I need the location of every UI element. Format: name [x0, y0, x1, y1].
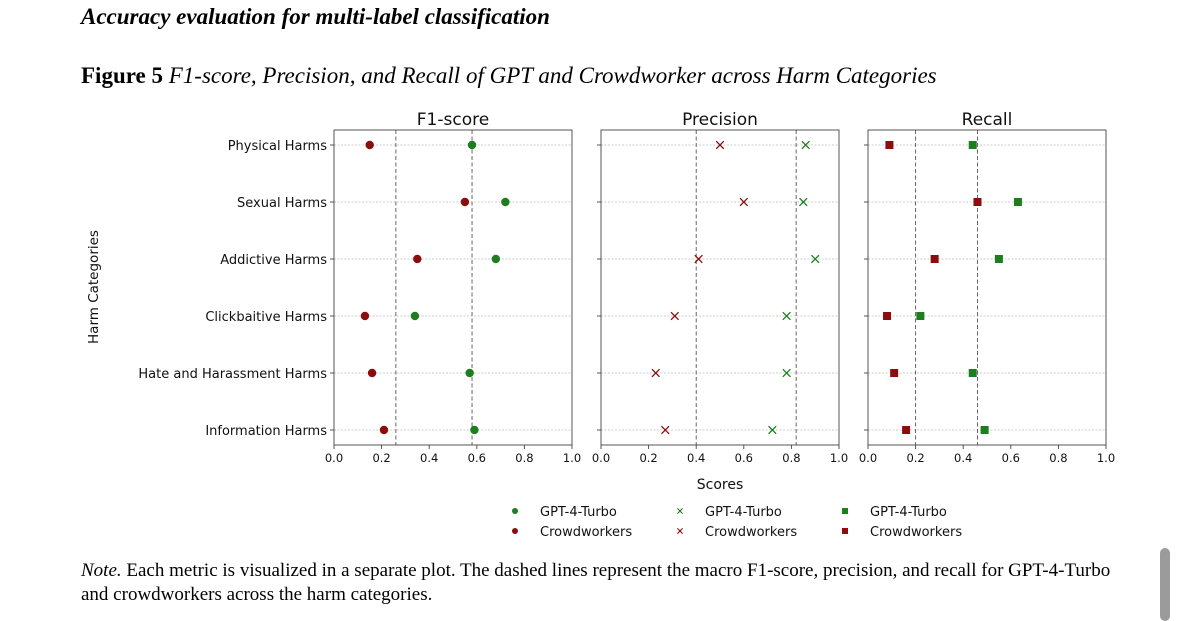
- data-point-crowd: [739, 197, 749, 207]
- section-heading: Accuracy evaluation for multi-label clas…: [81, 4, 550, 29]
- data-point-crowd: [651, 368, 660, 378]
- y-tick-label: Hate and Harassment Harms: [138, 367, 327, 382]
- y-tick-label: Clickbaitive Harms: [205, 310, 327, 325]
- x-tick-label: 0.8: [782, 451, 800, 465]
- y-tick-label: Addictive Harms: [220, 253, 327, 268]
- figure-note: Note. Each metric is visualized in a sep…: [81, 559, 1121, 607]
- data-point-crowd: [883, 312, 892, 320]
- x-tick-label: 0.2: [639, 451, 657, 465]
- data-point-gpt: [994, 255, 1003, 263]
- data-point-crowd: [885, 141, 894, 149]
- x-tick-label: 0.6: [735, 451, 753, 465]
- x-tick-label: 0.4: [420, 451, 438, 465]
- y-axis-label: Harm Categories: [86, 230, 102, 344]
- scrollbar-thumb[interactable]: [1160, 548, 1170, 621]
- panel-title: F1-score: [417, 110, 489, 130]
- x-tick-label: 0.6: [468, 451, 486, 465]
- legend-marker: [842, 508, 848, 514]
- x-tick-label: 1.0: [1097, 451, 1115, 465]
- data-point-crowd: [694, 254, 703, 264]
- data-point-crowd: [715, 140, 725, 150]
- plot-frame: [333, 129, 573, 446]
- figure-caption: Figure 5 F1-score, Precision, and Recall…: [81, 63, 937, 89]
- data-point-gpt: [810, 254, 820, 264]
- data-point-gpt: [410, 311, 420, 321]
- data-point-gpt: [916, 312, 925, 320]
- data-point-gpt: [968, 369, 977, 377]
- data-point-crowd: [670, 311, 680, 321]
- data-point-crowd: [930, 255, 939, 263]
- legend-label: Crowdworkers: [540, 525, 632, 540]
- x-tick-label: 0.2: [906, 451, 924, 465]
- data-point-crowd: [413, 254, 422, 264]
- figure-title: F1-score, Precision, and Recall of GPT a…: [168, 63, 937, 88]
- legend-label: GPT-4-Turbo: [705, 505, 782, 520]
- data-point-crowd: [890, 369, 899, 377]
- x-tick-label: 0.4: [954, 451, 972, 465]
- data-point-gpt: [470, 425, 479, 435]
- x-tick-label: 1.0: [830, 451, 848, 465]
- data-point-gpt: [491, 254, 501, 264]
- note-label: Note.: [81, 560, 122, 581]
- data-point-crowd: [460, 197, 470, 207]
- legend-marker: [842, 528, 848, 534]
- data-point-crowd: [379, 425, 389, 435]
- data-point-gpt: [968, 141, 977, 149]
- data-point-crowd: [367, 368, 377, 378]
- x-tick-label: 0.6: [1002, 451, 1020, 465]
- figure-label: Figure 5: [81, 63, 163, 88]
- panel-title: Precision: [682, 110, 758, 130]
- data-point-crowd: [902, 426, 911, 434]
- y-tick-label: Sexual Harms: [237, 196, 327, 211]
- data-point-gpt: [801, 140, 810, 150]
- data-point-gpt: [980, 426, 989, 434]
- legend-label: GPT-4-Turbo: [540, 505, 617, 520]
- x-tick-label: 1.0: [563, 451, 581, 465]
- chart-figure: F1-score 0.0 0.2 0.4 0.6 0.8 1.0 Precision 0.0 0.…: [86, 110, 1115, 540]
- legend-label: Crowdworkers: [870, 525, 962, 540]
- data-point-gpt: [501, 197, 510, 207]
- note-text: Each metric is visualized in a separate …: [81, 560, 1111, 605]
- data-point-gpt: [467, 140, 477, 150]
- data-point-gpt: [782, 368, 791, 378]
- legend-label: GPT-4-Turbo: [870, 505, 947, 520]
- data-point-crowd: [973, 198, 982, 206]
- data-point-gpt: [1013, 198, 1022, 206]
- legend-label: Crowdworkers: [705, 525, 797, 540]
- x-tick-label: 0.0: [325, 451, 343, 465]
- legend-marker: [677, 528, 683, 534]
- x-tick-label: 0.0: [592, 451, 610, 465]
- y-tick-label: Information Harms: [205, 424, 327, 439]
- panel-title: Recall: [962, 110, 1013, 130]
- x-tick-label: 0.8: [515, 451, 533, 465]
- x-axis-label: Scores: [697, 477, 744, 493]
- data-point-gpt: [768, 425, 777, 435]
- data-point-gpt: [782, 311, 791, 321]
- legend-marker: [512, 528, 518, 534]
- x-tick-label: 0.2: [372, 451, 390, 465]
- data-point-crowd: [661, 425, 670, 435]
- x-tick-label: 0.0: [859, 451, 877, 465]
- plot-frame: [600, 129, 840, 446]
- legend-marker: [512, 508, 518, 514]
- plot-frame: [867, 129, 1107, 446]
- y-tick-label: Physical Harms: [228, 139, 328, 154]
- x-tick-label: 0.4: [687, 451, 705, 465]
- legend-marker: [677, 508, 683, 514]
- data-point-crowd: [365, 140, 374, 150]
- data-point-crowd: [360, 311, 370, 321]
- data-point-gpt: [799, 197, 808, 207]
- x-tick-label: 0.8: [1049, 451, 1067, 465]
- data-point-gpt: [465, 368, 474, 378]
